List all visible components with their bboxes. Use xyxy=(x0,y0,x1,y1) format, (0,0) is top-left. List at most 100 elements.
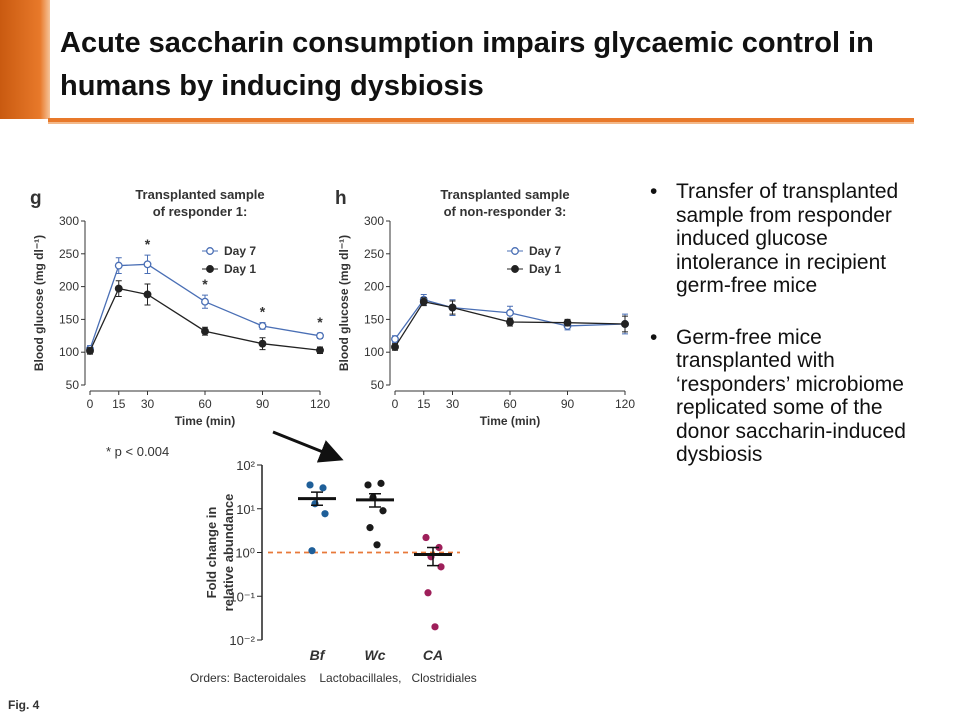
y-tick-label: 100 xyxy=(364,345,384,359)
data-point xyxy=(419,297,428,306)
data-point xyxy=(316,331,324,340)
y-tick-label: 250 xyxy=(364,247,384,261)
data-point xyxy=(114,261,123,270)
y-tick-label: 10² xyxy=(236,458,255,473)
y-axis-label: relative abundance xyxy=(221,494,236,612)
x-axis-label: Time (min) xyxy=(175,414,235,428)
data-point xyxy=(308,547,316,555)
y-tick-label: 10⁻¹ xyxy=(229,589,255,604)
legend-label: Day 7 xyxy=(529,244,561,258)
header-rule-shadow xyxy=(48,122,914,124)
x-tick-label: 60 xyxy=(503,397,517,411)
x-axis-label: Time (min) xyxy=(480,414,540,428)
data-point xyxy=(364,481,372,489)
data-point xyxy=(424,589,432,597)
y-tick-label: 200 xyxy=(59,280,79,294)
data-point xyxy=(391,343,399,351)
y-tick-label: 50 xyxy=(66,378,80,392)
legend-label: Day 1 xyxy=(529,262,561,276)
y-tick-label: 100 xyxy=(59,345,79,359)
x-tick-label: 30 xyxy=(141,397,155,411)
data-point xyxy=(422,533,430,542)
arrow xyxy=(272,430,344,463)
x-tick-label: Bf xyxy=(310,647,326,663)
data-point xyxy=(201,297,209,306)
chart-title: Transplanted sample xyxy=(135,187,264,202)
slide-title: Acute saccharin consumption impairs glyc… xyxy=(60,27,874,102)
x-tick-label: 90 xyxy=(256,397,270,411)
series-line xyxy=(89,287,321,352)
significance-note: * p < 0.004 xyxy=(106,444,169,459)
y-tick-label: 150 xyxy=(364,312,384,326)
y-tick-label: 10⁰ xyxy=(235,546,255,561)
significance-mark: * xyxy=(317,314,323,330)
significance-mark: * xyxy=(260,304,266,320)
x-tick-label: 30 xyxy=(446,397,460,411)
data-point xyxy=(143,290,152,299)
error-bar xyxy=(427,546,439,567)
data-point xyxy=(379,507,387,515)
x-tick-label: 15 xyxy=(112,397,126,411)
x-tick-label: 120 xyxy=(615,397,635,411)
legend-marker xyxy=(206,247,214,255)
legend-marker xyxy=(206,265,214,273)
chart-title: of responder 1: xyxy=(153,204,248,219)
data-point xyxy=(366,524,374,532)
orders-note: Orders: Bacteroidales Lactobacillales, C… xyxy=(190,671,477,685)
y-tick-label: 250 xyxy=(59,247,79,261)
data-point xyxy=(377,479,385,487)
y-axis-label: Blood glucose (mg dl⁻¹) xyxy=(337,235,351,371)
y-tick-label: 300 xyxy=(364,214,384,228)
data-point xyxy=(391,335,399,344)
data-point xyxy=(431,623,439,631)
legend-marker xyxy=(511,247,519,255)
series-line xyxy=(394,298,626,340)
bullet: Transfer of transplanted sample from res… xyxy=(650,180,920,298)
x-tick-label: 15 xyxy=(417,397,431,411)
data-point xyxy=(258,339,267,348)
data-point xyxy=(563,318,572,327)
data-point xyxy=(621,320,629,328)
data-point xyxy=(319,484,327,492)
x-tick-label: 60 xyxy=(198,397,212,411)
x-tick-label: 0 xyxy=(87,397,94,411)
significance-mark: * xyxy=(202,276,208,292)
header-accent xyxy=(0,0,50,119)
panel-label: g xyxy=(30,188,42,209)
figure-label: Fig. 4 xyxy=(8,698,40,712)
bullet: Germ-free mice transplanted with ‘respon… xyxy=(650,326,920,467)
y-tick-label: 200 xyxy=(364,280,384,294)
data-point xyxy=(321,510,329,518)
significance-mark: * xyxy=(145,236,151,252)
data-point xyxy=(437,563,445,571)
x-tick-label: CA xyxy=(423,647,443,663)
legend-label: Day 7 xyxy=(224,244,256,258)
data-point xyxy=(373,541,381,549)
y-tick-label: 50 xyxy=(371,378,385,392)
x-tick-label: 120 xyxy=(310,397,330,411)
data-point xyxy=(506,318,514,326)
y-axis-label: Blood glucose (mg dl⁻¹) xyxy=(32,235,46,371)
x-tick-label: Wc xyxy=(365,647,386,663)
data-point xyxy=(306,481,314,489)
bullet-list: Transfer of transplanted sample from res… xyxy=(650,180,920,495)
chart-title: Transplanted sample xyxy=(440,187,569,202)
chart-title: of non-responder 3: xyxy=(444,204,567,219)
y-axis-label: Fold change in xyxy=(204,507,219,599)
y-tick-label: 150 xyxy=(59,312,79,326)
data-point xyxy=(448,303,457,312)
data-point xyxy=(114,284,123,293)
data-point xyxy=(86,346,94,355)
legend-marker xyxy=(511,265,519,273)
data-point xyxy=(258,322,267,330)
header-rule xyxy=(48,118,914,122)
y-tick-label: 10⁻² xyxy=(229,633,255,648)
data-point xyxy=(201,327,209,336)
x-tick-label: 0 xyxy=(392,397,399,411)
x-tick-label: 90 xyxy=(561,397,575,411)
series-line xyxy=(394,300,626,348)
series-line xyxy=(89,263,321,350)
panel-label: h xyxy=(335,188,347,209)
